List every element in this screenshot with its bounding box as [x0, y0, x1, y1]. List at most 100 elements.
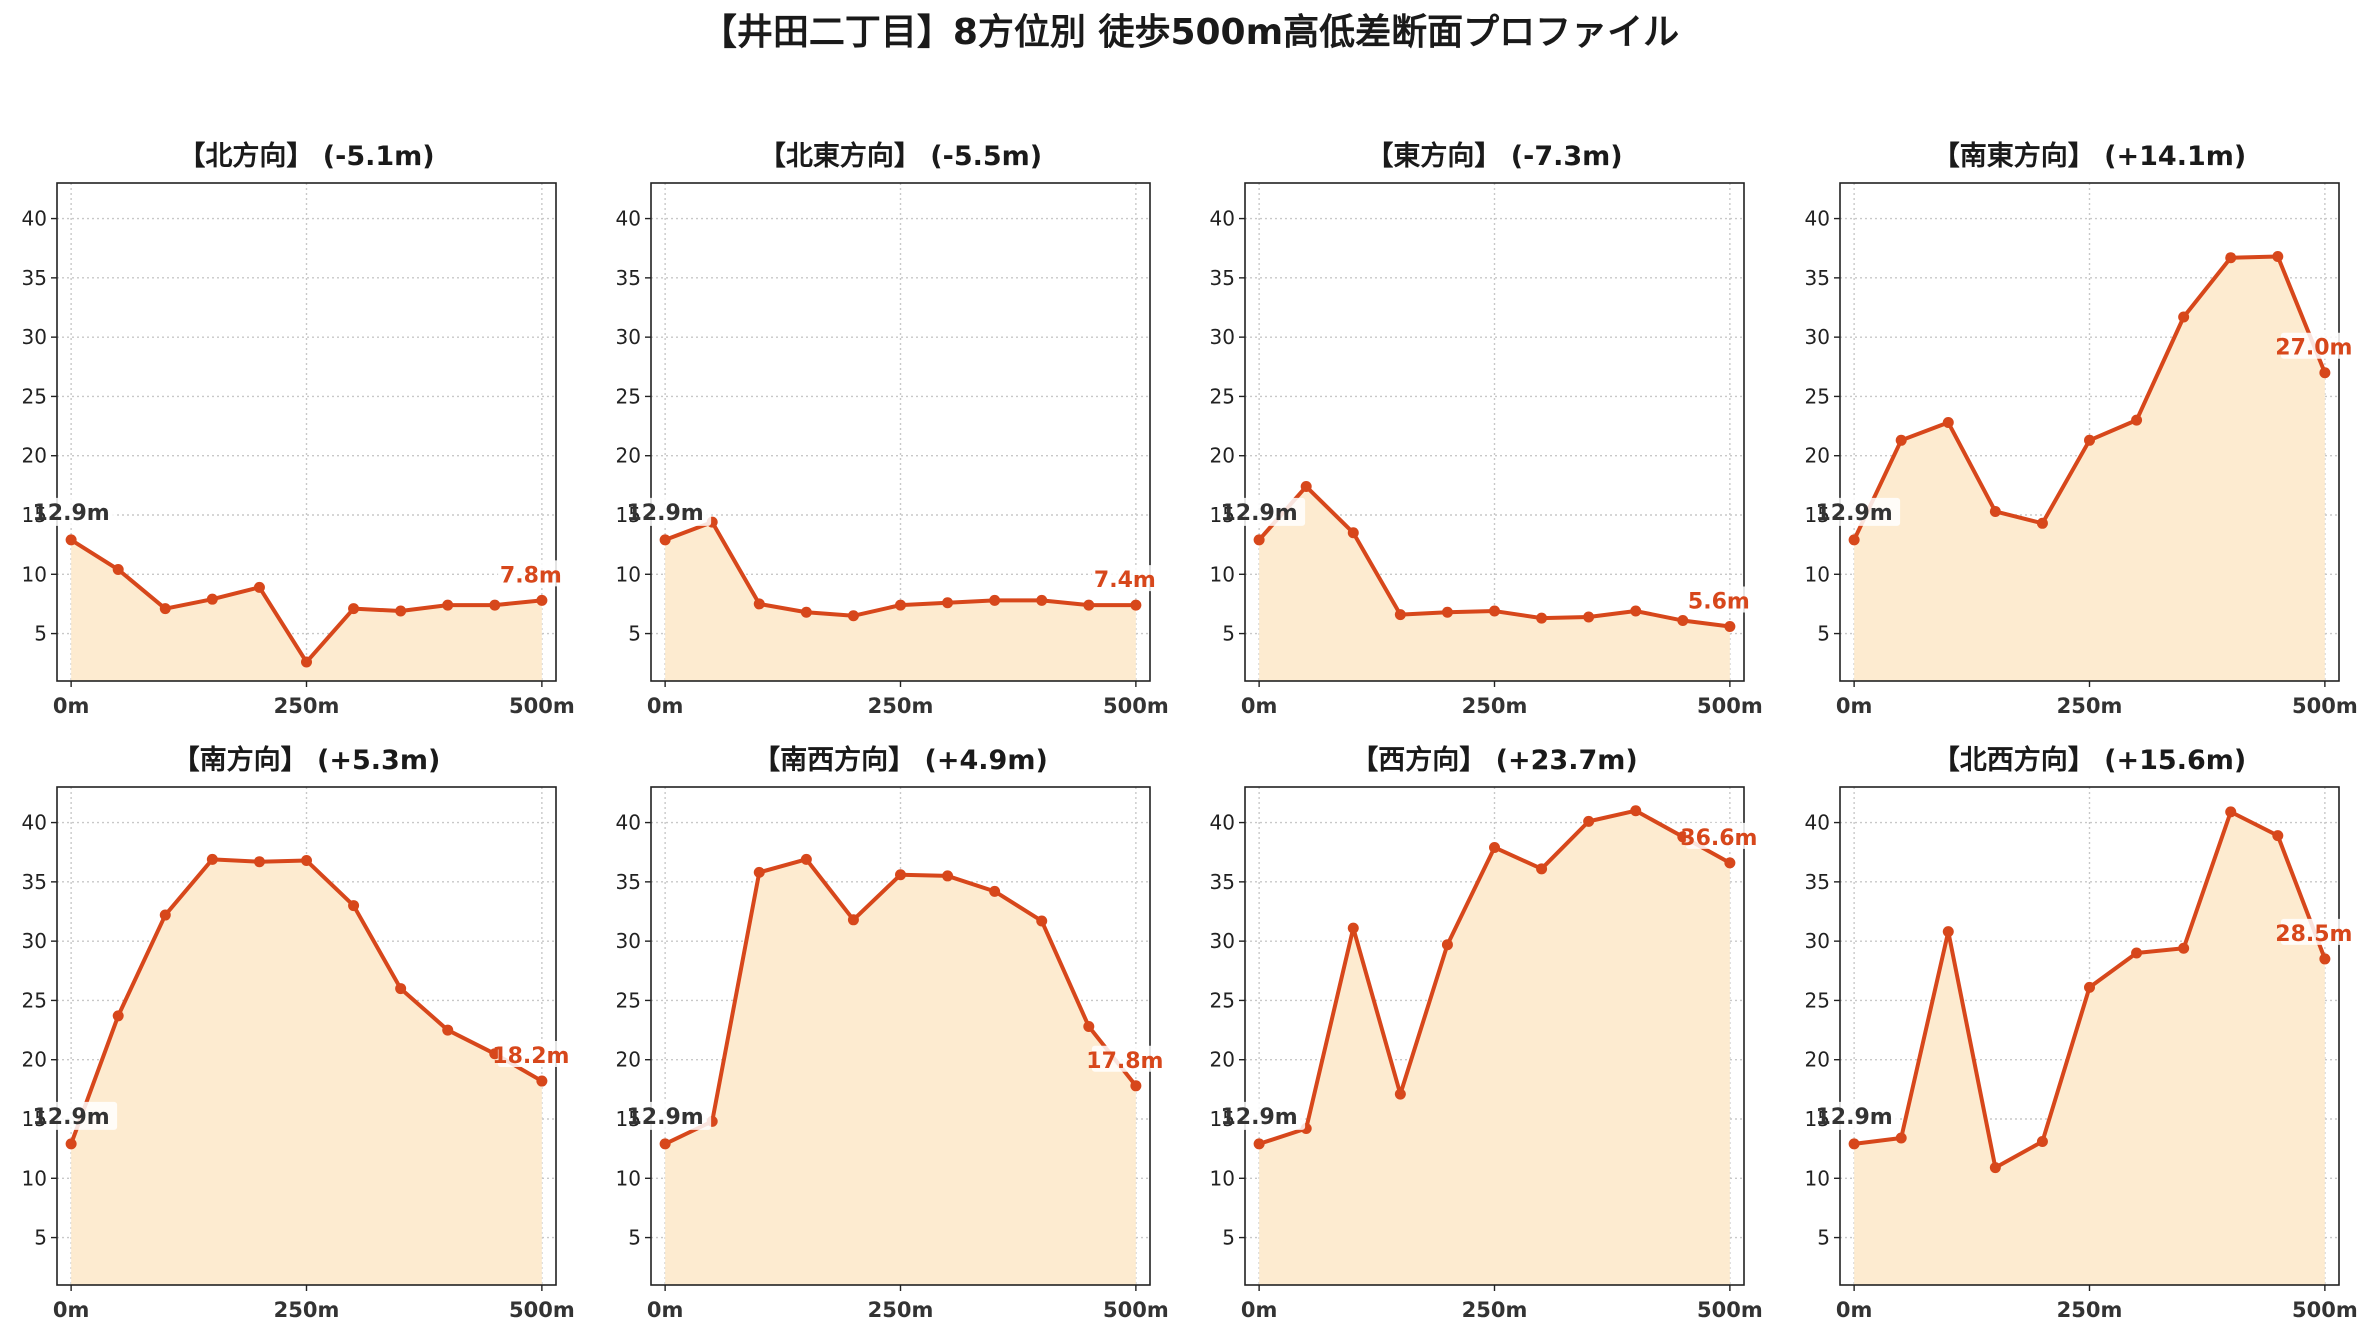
start-elevation-label: 12.9m	[1221, 501, 1298, 526]
y-tick-label: 10	[1210, 562, 1235, 586]
y-tick-label: 20	[1210, 1048, 1235, 1072]
y-tick-label: 35	[1805, 266, 1830, 290]
end-elevation-label: 28.5m	[2275, 922, 2352, 947]
y-tick-label: 15	[1805, 503, 1830, 527]
data-point	[989, 885, 1001, 897]
data-point	[536, 1075, 548, 1087]
data-point	[395, 983, 407, 995]
data-point	[1848, 534, 1860, 546]
data-point	[2319, 367, 2331, 379]
y-tick-label: 40	[22, 207, 47, 231]
y-tick-label: 5	[1222, 1226, 1235, 1250]
x-tick-label: 0m	[53, 1298, 90, 1322]
start-elevation-label: 12.9m	[627, 501, 704, 526]
y-tick-label: 20	[22, 1048, 47, 1072]
y-tick-label: 35	[1805, 870, 1830, 894]
x-tick-label: 250m	[868, 1298, 934, 1322]
y-tick-label: 10	[1210, 1166, 1235, 1190]
start-elevation-label: 12.9m	[627, 1105, 704, 1130]
x-tick-label: 250m	[274, 694, 340, 718]
x-tick-label: 500m	[2292, 694, 2358, 718]
data-point	[253, 581, 265, 593]
panel-title: 【北東方向】 (-5.5m)	[759, 140, 1042, 172]
y-tick-label: 30	[1210, 929, 1235, 953]
data-point	[1848, 1138, 1860, 1150]
data-point	[1130, 599, 1142, 611]
x-tick-label: 0m	[1241, 1298, 1278, 1322]
x-tick-label: 250m	[868, 694, 934, 718]
data-point	[1300, 481, 1312, 493]
data-point	[2131, 414, 2143, 426]
data-point	[159, 909, 171, 921]
data-point	[253, 856, 265, 868]
chart-panel: 【南方向】 (+5.3m) 5 10 15 20 25 30 35 40 0m 250m 500m 12…	[22, 744, 575, 1322]
panel-title: 【北西方向】 (+15.6m)	[1933, 744, 2246, 776]
end-label-box	[1091, 565, 1158, 592]
end-elevation-label: 27.0m	[2275, 336, 2352, 361]
panel-title: 【南方向】 (+5.3m)	[173, 744, 441, 776]
y-tick-label: 10	[1805, 562, 1830, 586]
data-point	[65, 534, 77, 546]
x-tick-label: 0m	[53, 694, 90, 718]
y-tick-label: 10	[1805, 1166, 1830, 1190]
y-tick-label: 40	[1805, 811, 1830, 835]
data-point	[442, 599, 454, 611]
end-label-box	[2280, 918, 2347, 945]
data-point	[1394, 609, 1406, 621]
chart-panel: 【西方向】 (+23.7m) 5 10 15 20 25 30 35 40 0m 250m 500m 1…	[1210, 744, 1763, 1322]
data-point	[1036, 594, 1048, 606]
y-tick-label: 5	[1222, 622, 1235, 646]
data-point	[1253, 534, 1265, 546]
end-elevation-label: 5.6m	[1688, 589, 1750, 614]
y-tick-label: 30	[1805, 929, 1830, 953]
elevation-area	[665, 859, 1136, 1285]
y-tick-label: 40	[22, 811, 47, 835]
data-point	[2084, 434, 2095, 446]
elevation-area	[1259, 486, 1730, 681]
y-tick-label: 30	[22, 325, 47, 349]
y-tick-label: 25	[22, 988, 47, 1012]
data-point	[800, 853, 812, 865]
end-label-box	[497, 560, 564, 587]
data-point	[800, 606, 812, 618]
start-label-box	[643, 497, 712, 526]
data-point	[1441, 939, 1453, 951]
y-tick-label: 25	[616, 988, 641, 1012]
data-point	[1036, 915, 1048, 927]
data-point	[2225, 252, 2237, 264]
data-point	[1677, 831, 1689, 843]
data-point	[2319, 953, 2331, 965]
chart-panel: 【北方向】 (-5.1m) 5 10 15 20 25 30 35 40 0m 250m 500m 12…	[22, 140, 575, 718]
data-point	[348, 603, 360, 615]
data-point	[1489, 605, 1500, 617]
end-label-box	[1685, 822, 1752, 849]
data-point	[895, 599, 906, 611]
end-label-box	[2280, 332, 2347, 359]
y-tick-label: 5	[628, 1226, 641, 1250]
y-tick-label: 15	[616, 1107, 641, 1131]
panel-title: 【西方向】 (+23.7m)	[1351, 744, 1637, 776]
data-point	[348, 900, 360, 912]
x-tick-label: 250m	[274, 1298, 340, 1322]
y-tick-label: 30	[616, 929, 641, 953]
data-point	[1083, 1021, 1095, 1033]
end-elevation-label: 36.6m	[1680, 826, 1757, 851]
data-point	[1441, 606, 1453, 618]
start-label-box	[1237, 497, 1306, 526]
y-tick-label: 15	[22, 503, 47, 527]
y-tick-label: 15	[1805, 1107, 1830, 1131]
y-tick-label: 5	[1817, 622, 1830, 646]
y-tick-label: 15	[22, 1107, 47, 1131]
y-tick-label: 10	[616, 1166, 641, 1190]
data-point	[659, 1138, 671, 1150]
start-elevation-label: 12.9m	[1221, 1105, 1298, 1130]
x-tick-label: 250m	[1462, 1298, 1528, 1322]
y-tick-label: 35	[22, 870, 47, 894]
x-tick-label: 250m	[1462, 694, 1528, 718]
data-point	[942, 870, 954, 882]
data-point	[753, 598, 765, 610]
y-tick-label: 35	[616, 870, 641, 894]
y-tick-label: 20	[616, 1048, 641, 1072]
data-point	[1895, 434, 1907, 446]
data-point	[2036, 1136, 2048, 1148]
